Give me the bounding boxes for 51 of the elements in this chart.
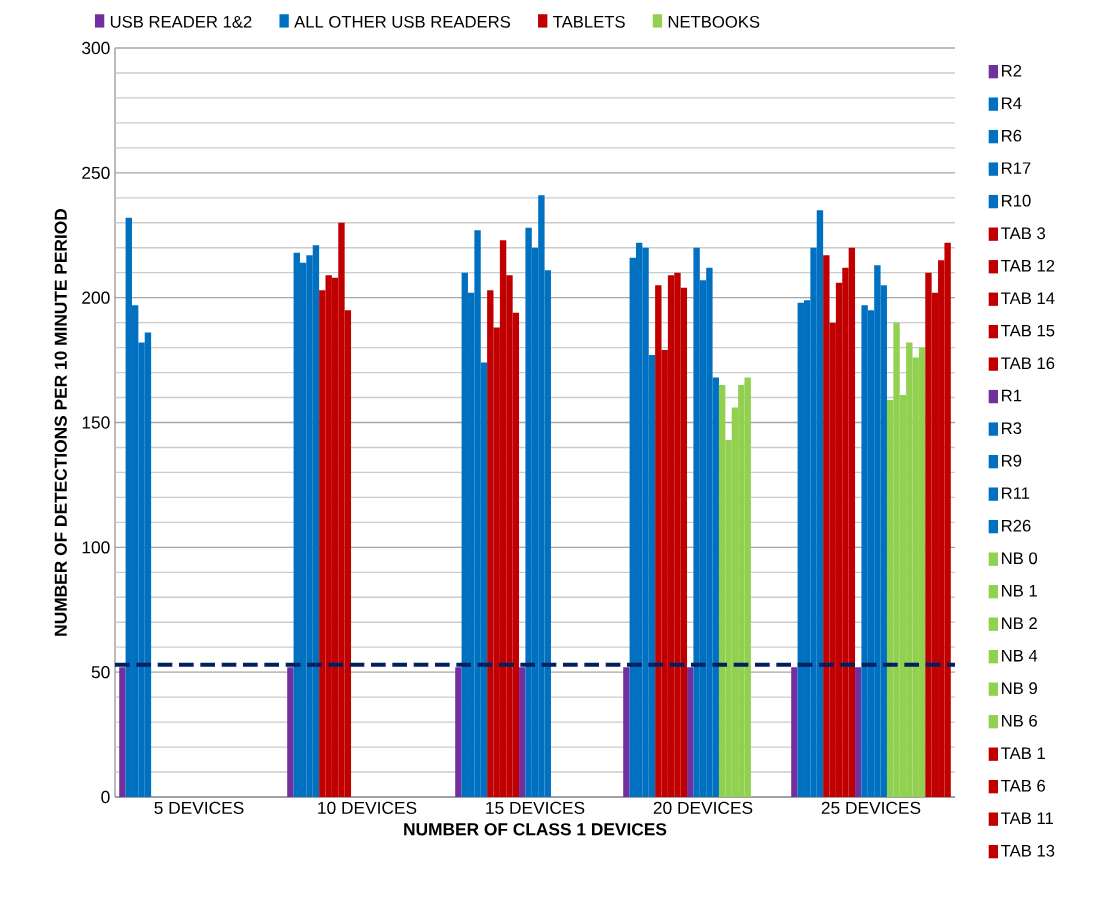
legend-label: R11 xyxy=(1002,487,1030,499)
y-tick-label: 50 xyxy=(91,666,110,679)
legend-label: R9 xyxy=(1002,454,1022,467)
legend-label: NB 0 xyxy=(1002,552,1038,565)
bar xyxy=(287,667,294,797)
legend-label: R2 xyxy=(1002,64,1022,77)
legend-label: TAB 13 xyxy=(1001,844,1055,857)
bar xyxy=(519,667,526,797)
bar xyxy=(119,667,126,797)
bar xyxy=(791,667,798,797)
x-tick-label: 10 DEVICES xyxy=(318,801,417,814)
x-tick-label: 25 DEVICES xyxy=(821,801,921,814)
bar xyxy=(623,667,630,797)
legend-label: R6 xyxy=(1002,129,1022,142)
y-tick-label: 200 xyxy=(82,291,110,304)
legend-label: R17 xyxy=(1002,162,1031,174)
legend-label: TAB 14 xyxy=(1001,292,1055,304)
legend-label: NB 4 xyxy=(1002,649,1038,662)
bar xyxy=(855,667,862,797)
legend-label: TAB 1 xyxy=(1001,747,1045,759)
bar xyxy=(687,667,694,797)
legend-label: NB 9 xyxy=(1002,682,1037,695)
legend-label: ALL OTHER USB READERS xyxy=(294,15,511,28)
y-tick-label: 0 xyxy=(101,790,110,804)
x-axis-title: NUMBER OF CLASS 1 DEVICES xyxy=(404,823,667,836)
y-tick-label: 150 xyxy=(82,416,110,429)
legend-label: NB 2 xyxy=(1002,617,1037,629)
legend-label: TAB 16 xyxy=(1001,357,1055,370)
bar xyxy=(455,667,462,797)
legend-label: NETBOOKS xyxy=(668,15,760,28)
legend-label: R1 xyxy=(1002,389,1022,402)
y-tick-label: 100 xyxy=(82,541,110,554)
legend-label: TAB 3 xyxy=(1001,227,1046,240)
y-tick-label: 300 xyxy=(82,41,110,55)
legend-label: NB 1 xyxy=(1002,584,1037,597)
legend-label: R4 xyxy=(1002,97,1022,109)
legend-label: TAB 6 xyxy=(1001,779,1046,792)
x-tick-label: 15 DEVICES xyxy=(486,801,585,814)
legend-label: TAB 11 xyxy=(1001,812,1053,824)
legend-label: USB READER 1&2 xyxy=(110,15,252,28)
y-axis-title: NUMBER OF DETECTIONS PER 10 MINUTE PERIOD xyxy=(54,208,67,636)
x-tick-label: 5 DEVICES xyxy=(154,801,244,814)
legend-label: NB 6 xyxy=(1002,714,1037,727)
y-tick-label: 250 xyxy=(82,166,110,179)
legend-label: TAB 12 xyxy=(1001,259,1055,272)
legend-label: R10 xyxy=(1002,194,1031,207)
x-tick-label: 20 DEVICES xyxy=(653,801,753,814)
legend-label: R3 xyxy=(1002,422,1022,435)
legend-label: TAB 15 xyxy=(1001,324,1055,337)
legend-label: TABLETS xyxy=(553,15,625,28)
legend-label: R26 xyxy=(1002,519,1031,532)
